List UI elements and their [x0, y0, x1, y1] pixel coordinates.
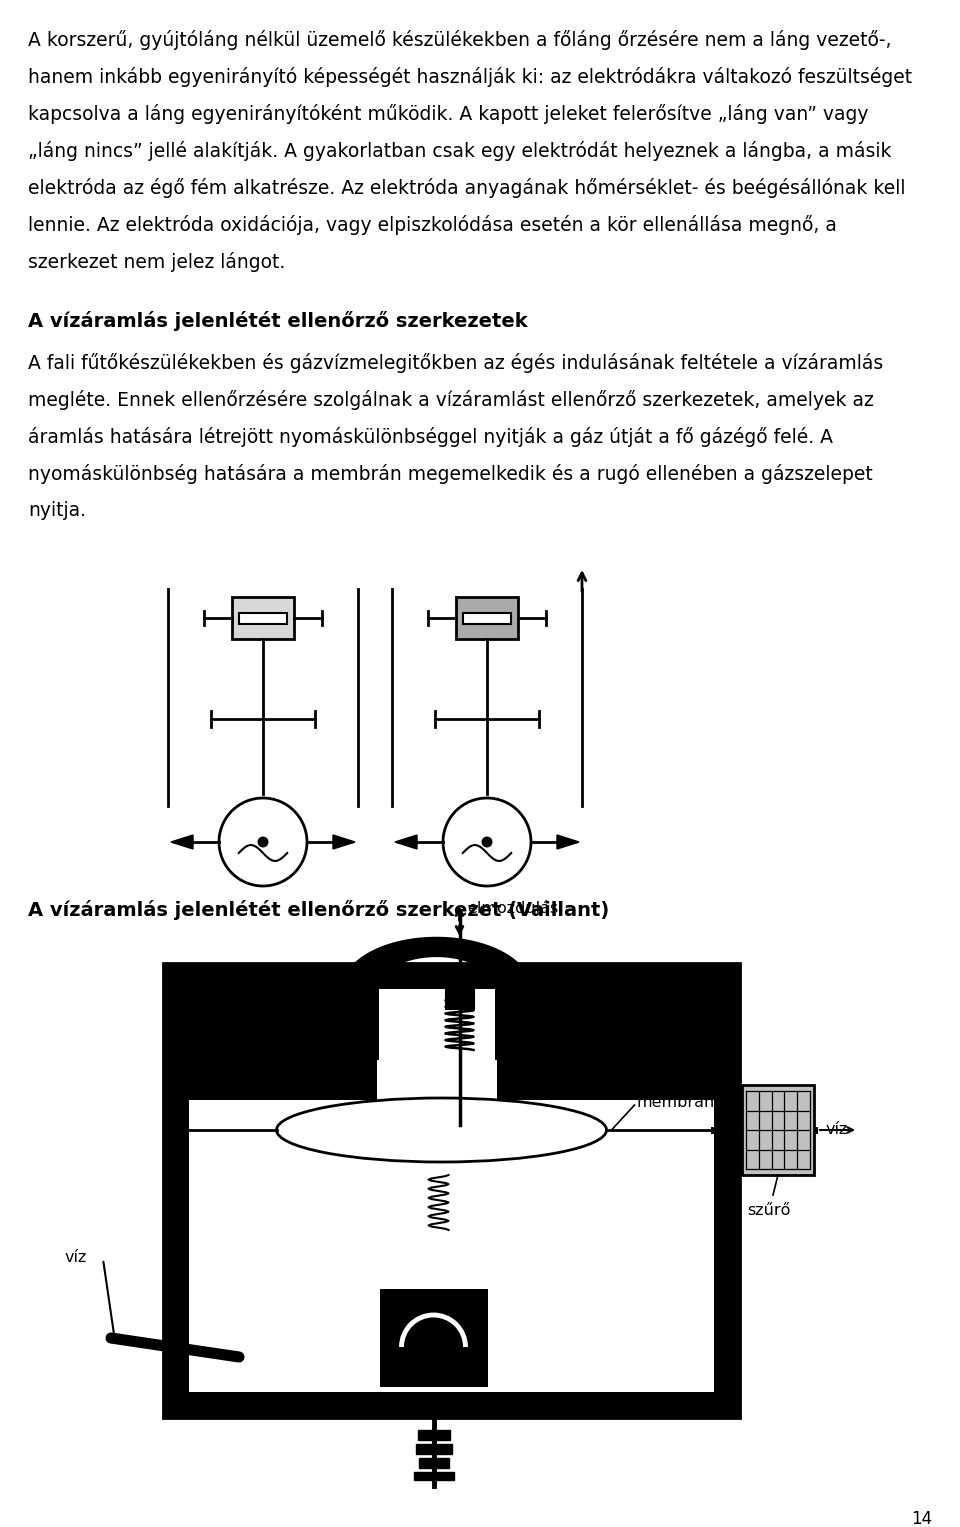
Text: megléte. Ennek ellenőrzésére szolgálnak a vízáramlást ellenőrző szerkezetek, ame: megléte. Ennek ellenőrzésére szolgálnak …	[28, 389, 874, 411]
Polygon shape	[395, 835, 417, 849]
Text: lennie. Az elektróda oxidációja, vagy elpiszkolódása esetén a kör ellenállása me: lennie. Az elektróda oxidációja, vagy el…	[28, 215, 837, 235]
Bar	[414, 1472, 453, 1480]
Polygon shape	[342, 936, 532, 989]
Bar	[189, 989, 714, 1393]
Bar	[416, 1445, 451, 1454]
Text: „láng nincs” jellé alakítják. A gyakorlatban csak egy elektródát helyeznek a lán: „láng nincs” jellé alakítják. A gyakorla…	[28, 140, 892, 160]
Bar	[456, 597, 518, 638]
Text: 14: 14	[911, 1510, 932, 1527]
Bar	[358, 989, 376, 1099]
Bar	[496, 989, 515, 1099]
Text: membrán: membrán	[636, 1095, 715, 1110]
Bar	[379, 1289, 488, 1387]
Text: szűrő: szűrő	[747, 1203, 790, 1219]
Text: nyitja.: nyitja.	[28, 501, 86, 521]
Bar	[494, 989, 532, 1060]
Text: áramlás hatására létrejött nyomáskülönbséggel nyitják a gáz útját a fő gázégő fe: áramlás hatására létrejött nyomáskülönbs…	[28, 428, 833, 447]
Circle shape	[482, 837, 492, 847]
Bar	[456, 597, 518, 638]
Text: víz: víz	[65, 1251, 87, 1264]
Bar	[232, 597, 294, 638]
Text: A fali fűtőkészülékekben és gázvízmelegitőkben az égés indulásának feltétele a v: A fali fűtőkészülékekben és gázvízmelegi…	[28, 353, 883, 373]
Bar	[449, 977, 469, 986]
Text: A vízáramlás jelenlétét ellenőrző szerkezetek: A vízáramlás jelenlétét ellenőrző szerke…	[28, 312, 528, 331]
Polygon shape	[171, 835, 193, 849]
Bar	[232, 597, 294, 638]
Bar	[239, 612, 287, 623]
Polygon shape	[333, 835, 355, 849]
Text: szerkezet nem jelez lángot.: szerkezet nem jelez lángot.	[28, 252, 285, 272]
Circle shape	[257, 837, 269, 847]
Bar	[418, 1429, 449, 1440]
Text: A vízáramlás jelenlétét ellenőrző szerkezet (Vaillant): A vízáramlás jelenlétét ellenőrző szerke…	[28, 899, 610, 919]
Bar	[463, 612, 511, 623]
Bar	[419, 1458, 448, 1467]
Bar	[496, 989, 714, 1060]
Text: nyomáskülönbség hatására a membrán megemelkedik és a rugó ellenében a gázszelepe: nyomáskülönbség hatására a membrán megem…	[28, 464, 873, 484]
Polygon shape	[557, 835, 579, 849]
Text: A korszerű, gyújtóláng nélkül üzemelő készülékekben a főláng őrzésére nem a láng: A korszerű, gyújtóláng nélkül üzemelő ké…	[28, 31, 892, 50]
Text: hanem inkább egyenirányító képességét használják ki: az elektródákra váltakozó f: hanem inkább egyenirányító képességét ha…	[28, 67, 912, 87]
Bar	[445, 986, 473, 1009]
Text: elmozdulás: elmozdulás	[468, 901, 559, 916]
Bar	[163, 964, 740, 1419]
Text: elektróda az égő fém alkatrésze. Az elektróda anyagának hőmérséklet- és beégésál: elektróda az égő fém alkatrésze. Az elek…	[28, 179, 905, 199]
Ellipse shape	[276, 1098, 607, 1162]
Bar	[496, 1060, 714, 1099]
Bar	[189, 989, 376, 1060]
Text: víz: víz	[826, 1122, 849, 1138]
Bar	[342, 989, 378, 1060]
Text: kapcsolva a láng egyenirányítóként működik. A kapott jeleket felerősítve „láng v: kapcsolva a láng egyenirányítóként működ…	[28, 104, 869, 124]
Bar	[189, 1060, 376, 1099]
Bar	[742, 1086, 814, 1174]
